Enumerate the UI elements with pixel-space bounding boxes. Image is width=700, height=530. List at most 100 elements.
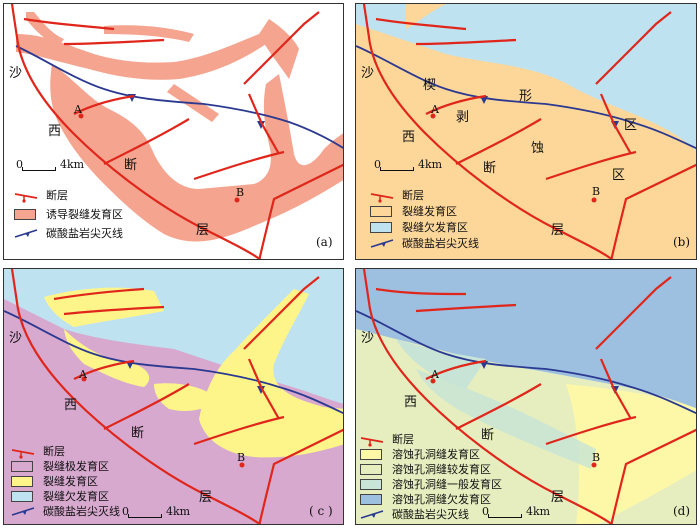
scale-bar: 0 4km [16,158,85,171]
fault-icon [14,193,38,203]
label-duan: 断 [131,426,145,441]
wedge-label-1: 楔 [423,78,437,93]
legend-item: 溶蚀孔洞缝较发育区 [360,463,580,477]
legend-swatch [360,479,382,490]
scale-bar: 0 4km [122,505,191,518]
label-xi: 西 [64,398,78,413]
well-b-marker [239,462,245,468]
well-a-label: A [74,103,82,116]
carbonate-line [4,310,343,415]
legend-label: 诱导裂缝发育区 [46,208,123,221]
label-sha: 沙 [9,331,23,346]
label-duan: 断 [481,428,495,443]
scale-bar: 0 4km [374,158,443,171]
developed-area [199,289,343,458]
label-xi: 西 [402,130,416,145]
fault-lines [10,4,343,259]
legend-label: 裂缝欠发育区 [43,490,109,503]
map-panel-b: 沙 西 断 层 A B 楔 形 剥 蚀 区 区 0 4km 断层裂缝发育区裂缝欠… [355,3,697,260]
label-ceng: 层 [196,223,210,238]
label-ceng: 层 [199,490,213,505]
map-panel-d: 沙 西 断 层 A B 断层 溶蚀孔洞缝发育区 溶蚀孔洞缝较发育区 溶蚀孔洞缝一般发育… [355,268,697,525]
legend-swatch [11,476,33,487]
panel-tag: (d) [673,504,691,518]
wedge-label-3: 剥 [456,110,470,125]
legend-label: 裂缝发育区 [43,475,98,488]
map-panel-a: 沙 西 断 层 A B 0 4km 断层 诱导裂缝发育区 碳酸盐岩尖灭线 (a) [3,3,344,260]
legend-item: 裂缝极发育区 [11,460,211,474]
legend-swatch [14,209,36,220]
carbonate-line-icon [11,507,35,516]
wedge-label-2: 形 [519,89,533,104]
legend-swatch [370,206,392,217]
fault-lines [362,4,696,259]
well-a-label: A [431,368,439,381]
label-duan: 断 [483,161,497,176]
well-a-marker [78,113,84,119]
label-xi: 西 [404,395,418,410]
legend-label: 碳酸盐岩尖灭线 [392,508,469,521]
carbonate-line [356,310,696,415]
legend-label: 溶蚀孔洞缝发育区 [392,448,480,461]
label-ceng: 层 [551,223,565,238]
legend-item: 裂缝欠发育区 [370,221,570,235]
legend-label: 断层 [392,433,414,446]
well-a-marker [430,378,436,384]
legend-swatch [11,461,33,472]
wedge-label-5: 区 [624,118,638,133]
well-b-label: B [592,185,601,198]
legend-swatch [360,449,382,460]
fault-icon [360,437,384,447]
carbonate-line-icon [370,239,394,248]
label-xi: 西 [48,124,62,139]
legend-item: 溶蚀孔洞缝欠发育区 [360,493,580,507]
well-a-label: A [79,368,87,381]
panel-tag: (b) [673,235,691,249]
legend-label: 断层 [43,445,65,458]
legend-label: 断层 [46,189,68,202]
legend-label: 碳酸盐岩尖灭线 [402,237,479,250]
fault-icon [11,449,35,459]
scale-bar: 0 4km [482,505,551,518]
well-b-marker [234,197,240,203]
label-sha: 沙 [9,66,23,81]
label-sha: 沙 [361,66,375,81]
legend-swatch [360,464,382,475]
wedge-label-6: 区 [612,168,626,183]
well-a-marker [81,376,87,382]
legend-item: 断层 [11,445,211,459]
legend-item: 裂缝发育区 [11,475,211,489]
legend: 断层 裂缝极发育区 裂缝发育区 裂缝欠发育区 碳酸盐岩尖灭线 [11,445,211,524]
panel-tag: (a) [316,235,333,249]
legend-item: 碳酸盐岩尖灭线 [370,237,570,251]
well-b-label: B [237,451,246,464]
legend: 断层裂缝发育区裂缝欠发育区碳酸盐岩尖灭线 [370,189,570,259]
legend-label: 断层 [402,189,424,202]
well-b-label: B [236,186,245,199]
well-b-marker [591,462,597,468]
carbonate-line-icon [360,510,384,519]
well-a-label: A [431,103,439,116]
map-panel-c: 沙 西 断 层 A B 断层 裂缝极发育区 裂缝发育区 裂缝欠发育区 碳酸盐岩尖灭线 0… [3,268,344,525]
label-duan: 断 [124,158,138,173]
panel-tag: ( c ) [309,504,333,518]
wedge-label-4: 蚀 [531,141,545,156]
legend-item: 溶蚀孔洞缝发育区 [360,448,580,462]
legend-label: 溶蚀孔洞缝较发育区 [392,463,491,476]
developed-area [356,24,696,259]
legend-label: 溶蚀孔洞缝欠发育区 [392,493,491,506]
label-sha: 沙 [361,331,375,346]
legend-swatch [370,222,392,233]
well-b-label: B [592,451,601,464]
well-a-marker [430,113,436,119]
fault-lines [362,269,696,524]
legend-item: 断层 [370,189,570,203]
well-b-marker [591,197,597,203]
legend-item: 裂缝发育区 [370,205,570,219]
fault-icon [370,193,394,203]
legend-swatch [360,494,382,505]
legend: 断层 诱导裂缝发育区 碳酸盐岩尖灭线 [14,189,214,259]
label-ceng: 层 [551,490,565,505]
fault-lines [10,269,343,524]
legend-label: 裂缝发育区 [402,205,457,218]
